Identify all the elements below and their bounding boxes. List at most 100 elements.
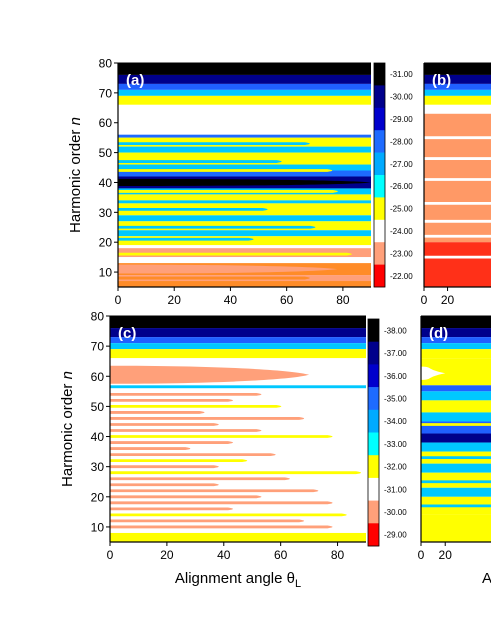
- panel-c-colorbar-swatch-7: [368, 477, 379, 501]
- panel-a-colorbar-tick-8: -23.00: [390, 249, 413, 258]
- panel-c-streak-2: [110, 405, 282, 408]
- panel-b-x-tick-label-1: 20: [441, 293, 455, 307]
- panel-d-band-11: [421, 433, 491, 443]
- panel-d-label: (d): [429, 325, 448, 342]
- panel-a-streak-8: [118, 276, 310, 280]
- panel-c-colorbar-tick-2: -36.00: [384, 372, 407, 381]
- panel-a-lobe-2: [118, 264, 338, 274]
- panel-c-x-tick-label-1: 20: [160, 548, 174, 562]
- panel-c-y-tick-label-4: 50: [91, 400, 105, 414]
- panel-a-streak-1: [118, 160, 282, 163]
- panel-a-band-4: [118, 95, 371, 105]
- panel-c-y-tick-label-3: 40: [91, 430, 105, 444]
- panel-c-colorbar-tick-6: -32.00: [384, 463, 407, 472]
- panel-c-x-tick-label-2: 40: [217, 548, 231, 562]
- panel-c-streak-21: [110, 519, 305, 523]
- panel-a-colorbar-swatch-9: [374, 264, 385, 288]
- panel-a-band-1: [118, 74, 371, 84]
- panel-d-band-16: [421, 487, 491, 497]
- panel-c-colorbar-tick-5: -33.00: [384, 440, 407, 449]
- panel-a-x-tick-label-1: 20: [168, 293, 182, 307]
- panel-c-band-6: [110, 385, 366, 389]
- panel-c-band-4: [110, 349, 366, 359]
- panel-a-band-3: [118, 89, 371, 96]
- panel-a-y-axis-label-var: n: [67, 117, 84, 125]
- panel-a-colorbar-swatch-5: [374, 175, 385, 198]
- panel-c-x-axis-label-sub: L: [295, 578, 301, 590]
- panel-a-colorbar-tick-3: -28.00: [390, 137, 413, 146]
- panel-a-y-tick-label-4: 50: [99, 146, 113, 160]
- panel-a-plot-area: [118, 63, 371, 287]
- panel-a-band-11: [118, 170, 371, 177]
- panel-c-band-3: [110, 343, 366, 350]
- panel-c-streak-14: [110, 477, 290, 481]
- panel-a-x-tick-label-2: 40: [224, 293, 238, 307]
- panel-a-band-7: [118, 137, 371, 147]
- panel-a-streak-2: [118, 169, 333, 172]
- panel-a-colorbar-frame: [373, 62, 386, 288]
- panel-a-colorbar-tick-4: -27.00: [390, 160, 413, 169]
- panel-c-streak-13: [110, 471, 361, 475]
- panel-a-y-tick-label-0: 10: [99, 266, 113, 280]
- panel-a-y-axis-label-main: Harmonic order: [67, 125, 84, 233]
- panel-c-band-2: [110, 337, 366, 344]
- panel-c-streak-9: [110, 447, 191, 450]
- panel-c-colorbar-swatch-1: [368, 341, 379, 365]
- panel-c-y-axis-label-var: n: [59, 371, 76, 379]
- panel-c-streak-11: [110, 459, 248, 463]
- panel-a-y-tick-label-2: 30: [99, 206, 113, 220]
- panel-c-colorbar-tick-3: -35.00: [384, 394, 407, 403]
- panel-d-plot-area: [421, 316, 491, 542]
- panel-a-band-9: [118, 152, 371, 165]
- panel-b-streak-1: [424, 157, 491, 160]
- panel-b-label: (b): [432, 72, 451, 89]
- panel-a-y-tick-label-6: 70: [99, 86, 113, 100]
- panel-b-band-6: [424, 113, 491, 243]
- panel-c-streak-0: [110, 392, 262, 396]
- panel-c-colorbar-tick-0: -38.00: [384, 326, 407, 335]
- panel-a-y-tick-label-3: 40: [99, 176, 113, 190]
- panel-a-streak-5: [118, 225, 316, 229]
- panel-c-label: (c): [118, 325, 136, 342]
- panel-a-band-0: [118, 63, 371, 75]
- panel-a-band-18: [118, 221, 371, 231]
- panel-a-colorbar-swatch-8: [374, 242, 385, 265]
- panel-a-y-tick-label-7: 80: [99, 57, 113, 71]
- panel-c-colorbar-tick-8: -30.00: [384, 508, 407, 517]
- panel-b-band-3: [424, 89, 491, 96]
- panel-a-band-17: [118, 215, 371, 222]
- panel-c-streak-17: [110, 495, 262, 499]
- panel-a-colorbar-swatch-3: [374, 130, 385, 153]
- panel-b-streak-5: [424, 234, 491, 238]
- panel-c-band-1: [110, 328, 366, 338]
- panel-a-colorbar-swatch-2: [374, 107, 385, 131]
- panel-d-band-9: [421, 412, 491, 422]
- panel-c-x-axis-label: Alignment angle θL: [175, 570, 301, 590]
- panel-c-colorbar-frame: [367, 318, 380, 547]
- panel-a-colorbar-swatch-7: [374, 219, 385, 243]
- panel-d-x-axis-label-fragment: A: [482, 570, 491, 587]
- panel-c-streak-6: [110, 429, 262, 432]
- panel-b-streak-4: [424, 219, 491, 223]
- panel-a-colorbar-tick-2: -29.00: [390, 115, 413, 124]
- panel-d-band-0: [421, 316, 491, 329]
- panel-c-colorbar-tick-7: -31.00: [384, 485, 407, 494]
- panel-c-colorbar-swatch-6: [368, 455, 379, 479]
- panel-a-streak-0: [118, 142, 310, 146]
- panel-a-band-21: [118, 245, 371, 249]
- panel-c-streak-19: [110, 507, 233, 511]
- panel-a-colorbar-tick-6: -25.00: [390, 205, 413, 214]
- panel-a-band-23: [118, 257, 371, 264]
- panel-c-band-8: [110, 532, 366, 542]
- panel-a-lobe-1: [118, 178, 371, 187]
- panel-a-band-19: [118, 230, 371, 237]
- panel-c-streak-20: [110, 513, 347, 517]
- panel-c-band-7: [110, 388, 366, 542]
- panel-b-streak-3: [424, 201, 491, 205]
- panel-c-streak-8: [110, 441, 233, 444]
- panel-a-band-22: [118, 248, 371, 258]
- panel-b-x-tick-label-0: 0: [421, 293, 428, 307]
- panel-a-colorbar-tick-7: -24.00: [390, 227, 413, 236]
- panel-a-band-26: [118, 281, 371, 287]
- panel-d-x-tick-label-0: 0: [418, 548, 425, 562]
